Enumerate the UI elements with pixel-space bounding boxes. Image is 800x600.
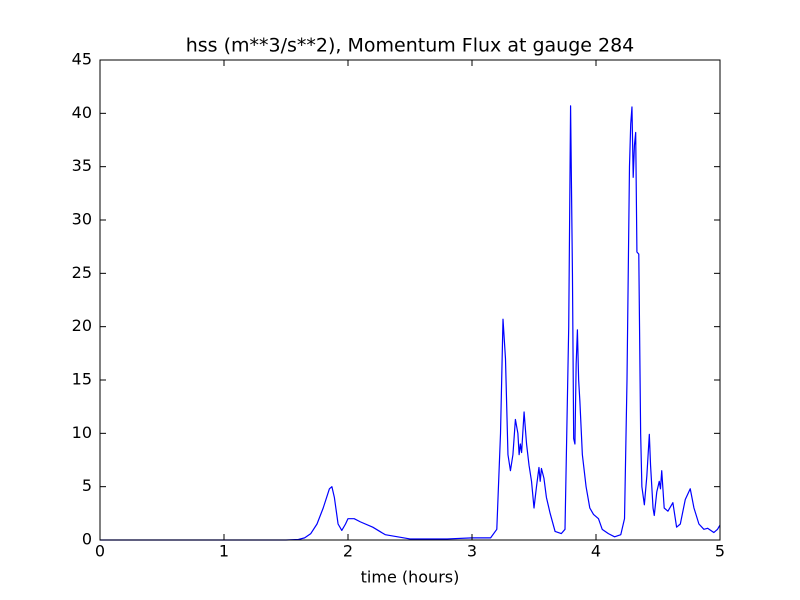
y-tick-label: 0 [82,530,92,549]
y-tick-label: 25 [72,263,92,282]
data-line [100,105,721,541]
y-tick-label: 10 [72,423,92,442]
x-tick-label: 0 [95,542,105,561]
x-tick-label: 5 [715,542,725,561]
x-axis-label: time (hours) [361,568,460,587]
y-tick-label: 15 [72,370,92,389]
y-tick-label: 5 [82,476,92,495]
chart-title: hss (m**3/s**2), Momentum Flux at gauge … [186,35,635,57]
y-tick-label: 45 [72,50,92,69]
x-tick-label: 2 [343,542,353,561]
y-tick-label: 35 [72,156,92,175]
y-tick-label: 40 [72,103,92,122]
x-tick-label: 4 [591,542,601,561]
y-tick-label: 20 [72,316,92,335]
plot-frame [99,59,721,541]
y-tick-label: 30 [72,210,92,229]
x-tick-label: 3 [467,542,477,561]
x-tick-label: 1 [219,542,229,561]
